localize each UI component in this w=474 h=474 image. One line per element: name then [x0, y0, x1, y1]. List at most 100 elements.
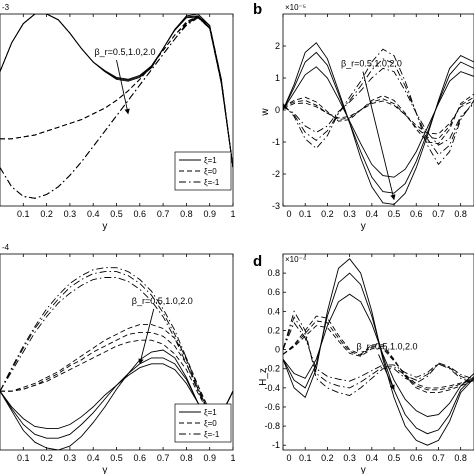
series-line-2: [283, 272, 474, 435]
series-line-2: [0, 14, 233, 168]
x-tick-label: 0.2: [321, 209, 334, 219]
x-tick-label: 0.1: [17, 209, 30, 219]
x-tick-label: 0.4: [87, 453, 100, 463]
series-line-7: [0, 267, 233, 416]
series-line-1: [283, 258, 474, 446]
plot-frame: [282, 13, 474, 207]
series-line-7: [0, 15, 233, 199]
panel-a: -3 0.1 0.2 0.3 0.4 0.5 0.6 0.7 0.8 0.9 1 y β_r=0.5,1…: [0, 3, 236, 232]
y-tick-label: -2: [272, 169, 280, 179]
series-line-4: [0, 15, 233, 168]
x-tick-label: 0.3: [64, 209, 77, 219]
y-tick-label: -0.2: [264, 364, 280, 374]
series-line-1: [283, 42, 474, 205]
annotation-arrow: [116, 59, 130, 115]
series-line-9: [283, 321, 474, 382]
y-ticks: -3 -2 -1 0 1 2: [272, 41, 286, 211]
x-tick-label: 0.6: [410, 453, 423, 463]
x-ticks: 0.1 0.2 0.3 0.4 0.5 0.6 0.7 0.8 0.9 1: [17, 254, 236, 463]
axis-exponent: ×10⁻⁴: [285, 255, 307, 264]
x-tick-label: 0.5: [110, 453, 123, 463]
panel-b: b ×10⁻⁵ 0 0.1 0.2 0.3 0.4 0.5 0.6 0.7 0.8 y -3 -2 -1 0 1…: [253, 1, 474, 232]
x-tick-label: 1: [230, 453, 235, 463]
series-line-4: [0, 324, 233, 416]
annotation-text: β_r=0.5,1.0,2.0: [341, 59, 402, 69]
x-tick-label: 1: [230, 209, 235, 219]
x-tick-label: 0.3: [64, 453, 77, 463]
annotation-arrow: [138, 308, 155, 365]
series-line-8: [283, 316, 474, 389]
series-line-8: [0, 271, 233, 416]
legend-label: ξ=0: [204, 419, 217, 428]
x-tick-label: 0.2: [40, 209, 53, 219]
series-line-2: [283, 51, 474, 194]
panel-label: b: [253, 1, 262, 18]
legend-label: ξ=-1: [204, 178, 220, 187]
series-line-6: [283, 325, 474, 389]
x-tick-label: 0.3: [343, 209, 356, 219]
legend-box: [174, 151, 232, 191]
series-line-9: [0, 17, 233, 199]
series-line-9: [0, 277, 233, 416]
legend-label: ξ=1: [204, 408, 217, 417]
x-tick-label: 0.8: [454, 209, 467, 219]
x-tick-label: 0.9: [203, 209, 216, 219]
annotation-arrow: [362, 71, 396, 201]
y-tick-label: -0.8: [264, 421, 280, 431]
x-tick-label: 0.5: [388, 209, 401, 219]
series-line-4: [283, 93, 474, 145]
y-tick-label: -1: [272, 137, 280, 147]
axis-exponent: -4: [2, 243, 10, 252]
x-tick-label: 0.7: [157, 209, 170, 219]
x-tick-label: 0.6: [410, 209, 423, 219]
y-tick-label: 1: [275, 73, 280, 83]
panel-c: -4 0.1 0.2 0.3 0.4 0.5 0.6 0.7 0.8 0.9 1 y β_r=0.5,1…: [0, 243, 236, 474]
series-line-9: [283, 67, 474, 146]
series-line-8: [283, 58, 474, 156]
x-tick-label: 0.2: [321, 453, 334, 463]
x-tick-label: 0.9: [203, 453, 216, 463]
y-axis-label: H_z: [258, 368, 269, 386]
series-line-1: [0, 14, 233, 168]
series-line-6: [283, 99, 474, 135]
x-tick-label: 0.4: [366, 453, 379, 463]
legend-box: [174, 403, 232, 443]
x-axis-label: y: [102, 465, 107, 474]
legend-label: ξ=1: [204, 156, 217, 165]
series-line-6: [0, 17, 233, 168]
x-tick-label: 0: [286, 453, 291, 463]
y-tick-label: -3: [272, 201, 280, 211]
legend: ξ=1 ξ=0 ξ=-1: [174, 151, 232, 191]
y-tick-label: -0.4: [264, 383, 280, 393]
series-group: [283, 42, 474, 205]
x-tick-label: 0.8: [180, 209, 193, 219]
x-tick-label: 0.6: [134, 209, 147, 219]
axis-exponent: ×10⁻⁵: [285, 3, 306, 12]
series-group: [0, 14, 233, 199]
x-ticks: 0 0.1 0.2 0.3 0.4 0.5 0.6 0.7 0.8: [282, 14, 467, 219]
legend-label: ξ=-1: [204, 430, 220, 439]
axis-exponent: -3: [2, 3, 10, 12]
series-line-5: [283, 320, 474, 391]
x-tick-label: 0.8: [180, 453, 193, 463]
panel-label: d: [253, 253, 262, 270]
series-line-7: [283, 48, 474, 166]
x-axis-label: y: [361, 221, 366, 232]
x-tick-label: 0.2: [40, 453, 53, 463]
y-tick-label: 0.6: [267, 287, 280, 297]
x-tick-label: 0.6: [134, 453, 147, 463]
series-line-6: [0, 339, 233, 416]
x-tick-label: 0.7: [432, 209, 445, 219]
legend: ξ=1 ξ=0 ξ=-1: [174, 403, 232, 443]
x-tick-label: 0.8: [454, 453, 467, 463]
series-line-4: [283, 315, 474, 394]
annotation-arrow: [378, 354, 395, 391]
x-tick-label: 0.7: [432, 453, 445, 463]
y-tick-label: 0.4: [267, 306, 280, 316]
plot-frame: [282, 253, 474, 451]
y-tick-label: 0.8: [267, 268, 280, 278]
x-tick-label: 0.7: [157, 453, 170, 463]
annotation-text: β_r=0.5,1.0,2.0: [132, 296, 193, 306]
series-line-3: [0, 363, 233, 429]
